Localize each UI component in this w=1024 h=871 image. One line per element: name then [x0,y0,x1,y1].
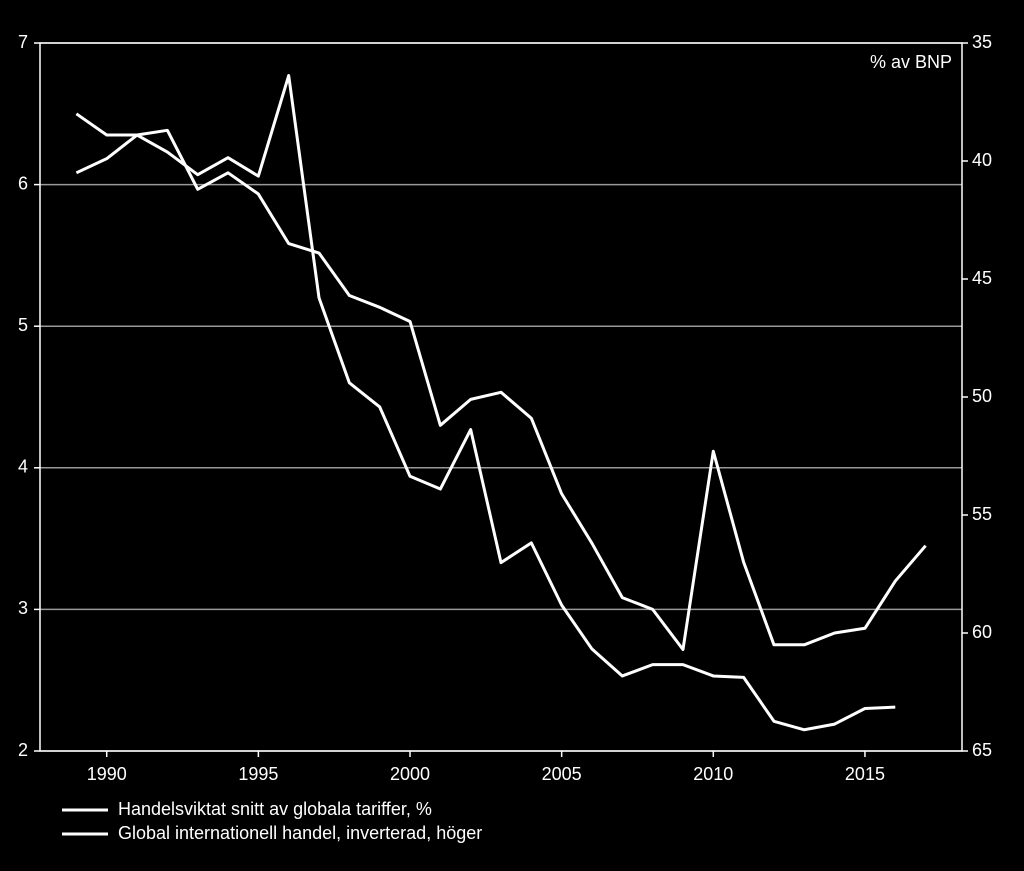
plot-frame [39,42,963,752]
series-line [75,74,896,732]
y2-tick-label: 55 [972,504,992,524]
y-tick-label: 4 [18,457,28,477]
y-tick-label: 3 [18,598,28,618]
legend-label: Handelsviktat snitt av globala tariffer,… [118,799,432,819]
x-tick-label: 2010 [693,764,733,784]
y2-tick-label: 35 [972,32,992,52]
y2-tick-label: 65 [972,740,992,760]
y-tick-label: 5 [18,315,28,335]
x-tick-label: 2005 [542,764,582,784]
y2-axis-label: % av BNP [870,52,952,72]
legend-label: Global internationell handel, inverterad… [118,823,482,843]
y-tick-label: 6 [18,173,28,193]
series-line [75,128,927,652]
y-tick-label: 7 [18,32,28,52]
y2-tick-label: 45 [972,268,992,288]
y2-tick-label: 40 [972,150,992,170]
x-tick-label: 1995 [238,764,278,784]
y-tick-label: 2 [18,740,28,760]
x-tick-label: 1990 [87,764,127,784]
x-tick-label: 2015 [845,764,885,784]
y2-tick-label: 60 [972,622,992,642]
y2-tick-label: 50 [972,386,992,406]
x-tick-label: 2000 [390,764,430,784]
